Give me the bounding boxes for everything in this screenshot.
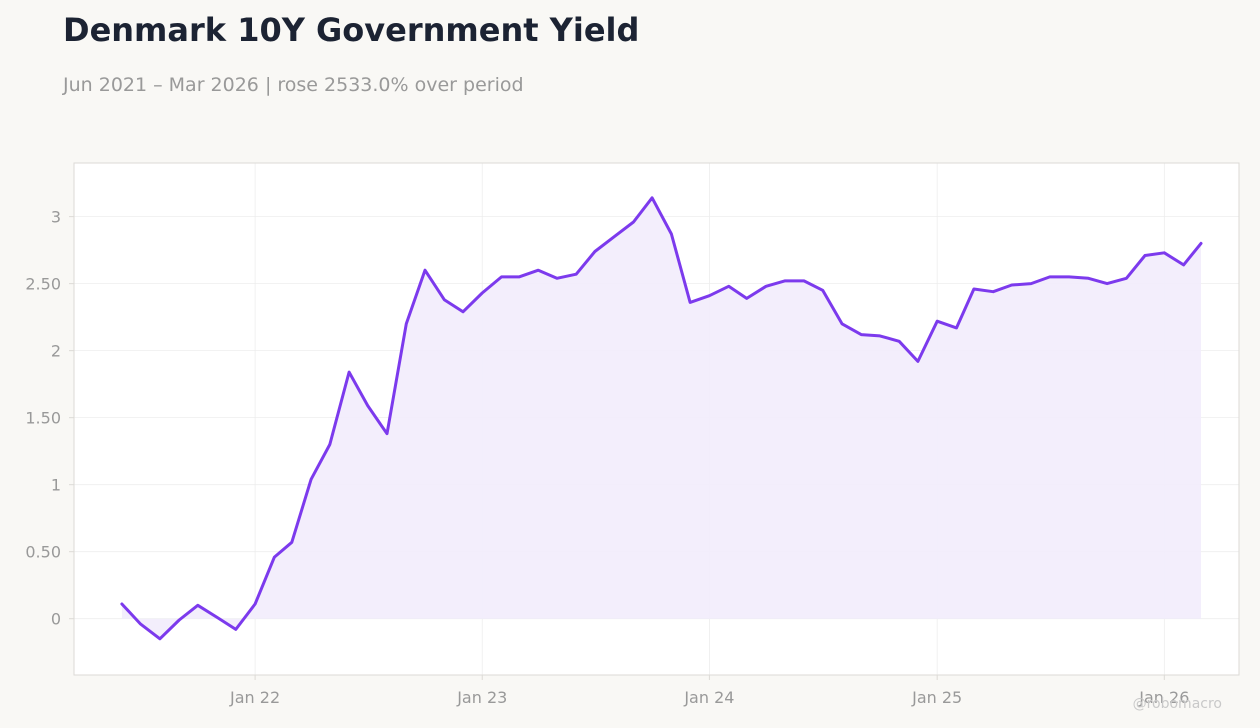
data-point [1162,250,1167,255]
x-tick-label: Jan 26 [1138,688,1189,707]
watermark: @robomacro [1132,696,1222,712]
y-tick-label: 1.50 [25,409,61,428]
data-point [688,300,693,305]
data-point [935,319,940,324]
data-point [915,359,920,364]
area-fill [121,197,1201,639]
x-tick-label: Jan 25 [911,688,962,707]
data-point [554,276,559,281]
data-point [499,274,504,279]
data-point [138,622,143,627]
data-point [1124,276,1129,281]
data-point [801,278,806,283]
data-point [859,332,864,337]
y-tick-label: 1 [51,476,61,495]
data-point [480,291,485,296]
data-point [327,442,332,447]
data-point [820,288,825,293]
data-point [726,284,731,289]
data-point [669,232,674,237]
chart-subtitle: Jun 2021 – Mar 2026 | rose 2533.0% over … [63,74,524,96]
data-point [650,195,655,200]
data-point [460,309,465,314]
data-point [309,477,314,482]
y-tick-label: 2.50 [25,275,61,294]
data-point [1181,262,1186,267]
data-point [365,403,370,408]
data-point [1047,274,1052,279]
plot-frame [73,162,1240,676]
data-point [347,370,352,375]
x-tick-label: Jan 23 [456,688,507,707]
y-tick-label: 2 [51,342,61,361]
data-point [536,268,541,273]
data-point [877,333,882,338]
yield-line [120,196,1203,641]
data-point [385,431,390,436]
data-point [289,540,294,545]
data-point [422,268,427,273]
data-point [744,296,749,301]
data-point [215,615,220,620]
data-point [954,325,959,330]
data-point [764,284,769,289]
data-point [253,601,258,606]
x-tick-label: Jan 24 [683,688,734,707]
chart-title: Denmark 10Y Government Yield [63,11,640,49]
data-point [1009,282,1014,287]
data-point [707,293,712,298]
data-point [1199,241,1204,246]
data-point [442,297,447,302]
data-point [971,286,976,291]
data-point [574,272,579,277]
data-point [631,219,636,224]
data-point [195,603,200,608]
y-tick-label: 0.50 [25,543,61,562]
data-point [1105,281,1110,286]
data-point [1067,274,1072,279]
data-point [119,601,124,606]
data-point [782,278,787,283]
data-point [839,321,844,326]
x-tick-label: Jan 22 [229,688,280,707]
data-point [1086,276,1091,281]
data-point [233,627,238,632]
data-point [177,618,182,623]
data-point [157,636,162,641]
data-point [592,249,597,254]
data-point [897,339,902,344]
data-point [991,289,996,294]
y-tick-label: 0 [51,610,61,629]
data-point [1029,281,1034,286]
data-point [612,234,617,239]
data-point [516,274,521,279]
data-point [1143,253,1148,258]
data-point [272,555,277,560]
y-tick-label: 3 [51,208,61,227]
data-point [404,321,409,326]
